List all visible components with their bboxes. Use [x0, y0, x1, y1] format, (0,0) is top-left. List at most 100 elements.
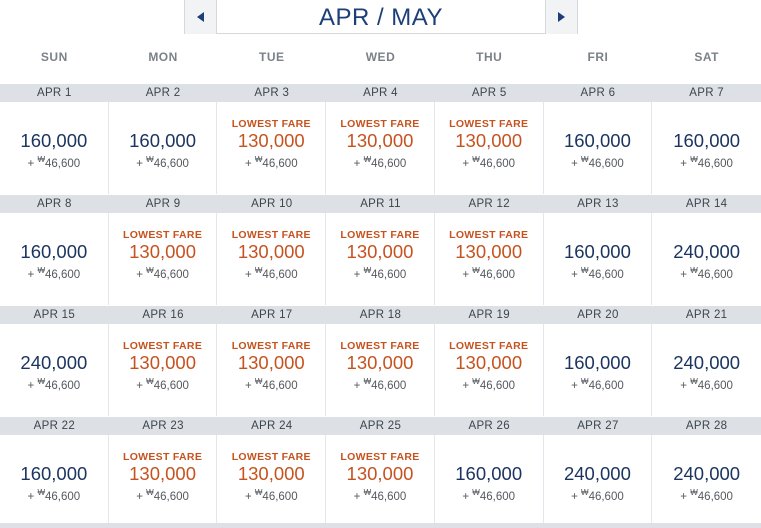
- tax-prefix: +: [680, 379, 691, 392]
- fare-price: 130,000: [237, 130, 305, 151]
- tax-amount: 46,600: [479, 490, 516, 503]
- date-label: APR 4: [363, 87, 398, 99]
- fare-cell[interactable]: LOWEST FARE 130,000 + ₩46,600: [434, 102, 544, 194]
- fare-tax: + ₩46,600: [652, 155, 761, 170]
- fare-price: 160,000: [563, 352, 631, 373]
- date-label: APR 10: [251, 198, 293, 210]
- fare-tax: + ₩46,600: [217, 155, 325, 170]
- weekday-label: FRI: [587, 50, 609, 64]
- fare-tax: + ₩46,600: [0, 155, 108, 170]
- fare-price: 130,000: [346, 130, 414, 151]
- fare-cell[interactable]: LOWEST FARE 130,000 + ₩46,600: [326, 324, 435, 416]
- currency-symbol: ₩: [363, 155, 372, 164]
- fare-cell[interactable]: 240,000 + ₩46,600: [543, 435, 653, 527]
- fare-tax: + ₩46,600: [109, 155, 217, 170]
- lowest-fare-badge: LOWEST FARE: [231, 451, 311, 463]
- fare-tax: + ₩46,600: [326, 155, 434, 170]
- calendar-week: APR 1 APR 2 APR 3 APR 4 APR 5 APR 6 APR 7 160,0…: [0, 84, 761, 195]
- date-label: APR 15: [33, 309, 76, 321]
- fare-cell[interactable]: 160,000 + ₩46,600: [0, 213, 109, 305]
- fare-price: 240,000: [673, 463, 741, 484]
- lowest-fare-badge: LOWEST FARE: [449, 340, 529, 352]
- fare-row: 160,000 + ₩46,600 LOWEST FARE 130,000 + ₩46,…: [0, 435, 761, 528]
- tax-amount: 46,600: [479, 379, 516, 392]
- fare-price: 160,000: [673, 130, 741, 151]
- tax-amount: 46,600: [697, 268, 733, 281]
- fare-cell[interactable]: 240,000 + ₩46,600: [0, 324, 109, 416]
- fare-price: 240,000: [673, 241, 741, 262]
- fare-tax: + ₩46,600: [544, 488, 652, 503]
- date-label: APR 2: [145, 87, 181, 99]
- date-label: APR 23: [142, 420, 184, 432]
- tax-prefix: +: [353, 379, 364, 392]
- prev-month-button[interactable]: [185, 0, 217, 34]
- lowest-fare-badge: LOWEST FARE: [122, 451, 203, 463]
- currency-symbol: ₩: [581, 155, 589, 164]
- fare-tax: + ₩46,600: [326, 488, 434, 503]
- fare-cell[interactable]: 160,000 + ₩46,600: [543, 213, 653, 305]
- date-label: APR 16: [142, 309, 184, 321]
- tax-prefix: +: [680, 268, 691, 281]
- tax-amount: 46,600: [479, 268, 516, 281]
- weekday-label: MON: [148, 50, 178, 64]
- next-month-button[interactable]: [545, 0, 577, 34]
- currency-symbol: ₩: [581, 377, 589, 386]
- fare-cell[interactable]: LOWEST FARE 130,000 + ₩46,600: [434, 213, 544, 305]
- fare-tax: + ₩46,600: [326, 377, 434, 392]
- fare-tax: + ₩46,600: [435, 266, 543, 281]
- month-title: APR / MAY: [318, 4, 444, 31]
- fare-cell[interactable]: LOWEST FARE 130,000 + ₩46,600: [434, 324, 544, 416]
- weekday-header: SUN MON TUE WED THU FRI SAT: [0, 36, 761, 84]
- tax-amount: 46,600: [262, 157, 298, 170]
- tax-amount: 46,600: [262, 268, 298, 281]
- fare-cell[interactable]: LOWEST FARE 130,000 + ₩46,600: [108, 435, 218, 527]
- fare-cell[interactable]: 240,000 + ₩46,600: [652, 435, 761, 527]
- tax-prefix: +: [462, 157, 473, 170]
- fare-cell[interactable]: 160,000 + ₩46,600: [108, 102, 218, 194]
- tax-amount: 46,600: [153, 268, 189, 281]
- date-label: APR 8: [36, 198, 72, 210]
- fare-cell[interactable]: 240,000 + ₩46,600: [652, 213, 761, 305]
- fare-price: 130,000: [237, 463, 305, 484]
- date-label: APR 25: [359, 420, 402, 432]
- lowest-fare-badge: LOWEST FARE: [449, 118, 529, 130]
- tax-amount: 46,600: [153, 379, 189, 392]
- fare-cell[interactable]: LOWEST FARE 130,000 + ₩46,600: [217, 213, 327, 305]
- fare-cell[interactable]: LOWEST FARE 130,000 + ₩46,600: [217, 324, 327, 416]
- tax-amount: 46,600: [588, 379, 624, 392]
- fare-cell[interactable]: LOWEST FARE 130,000 + ₩46,600: [108, 324, 218, 416]
- tax-prefix: +: [27, 268, 38, 281]
- fare-cell[interactable]: 160,000 + ₩46,600: [543, 102, 653, 194]
- currency-symbol: ₩: [254, 377, 263, 386]
- tax-prefix: +: [571, 490, 581, 503]
- tax-prefix: +: [244, 157, 255, 170]
- fare-cell[interactable]: LOWEST FARE 130,000 + ₩46,600: [326, 435, 435, 527]
- tax-amount: 46,600: [371, 268, 407, 281]
- fare-cell[interactable]: LOWEST FARE 130,000 + ₩46,600: [326, 102, 435, 194]
- tax-prefix: +: [353, 268, 364, 281]
- fare-cell[interactable]: 160,000 + ₩46,600: [652, 102, 761, 194]
- date-label: APR 27: [577, 420, 619, 432]
- currency-symbol: ₩: [690, 155, 698, 164]
- fare-cell[interactable]: 160,000 + ₩46,600: [0, 435, 109, 527]
- fare-cell[interactable]: LOWEST FARE 130,000 + ₩46,600: [217, 102, 327, 194]
- fare-cell[interactable]: LOWEST FARE 130,000 + ₩46,600: [326, 213, 435, 305]
- calendar-bottom-divider: [0, 523, 761, 528]
- date-header-row: APR 1 APR 2 APR 3 APR 4 APR 5 APR 6 APR 7: [0, 84, 761, 102]
- fare-cell[interactable]: LOWEST FARE 130,000 + ₩46,600: [217, 435, 327, 527]
- date-label: APR 9: [145, 198, 181, 210]
- tax-prefix: +: [571, 379, 581, 392]
- tax-amount: 46,600: [153, 157, 189, 170]
- tax-amount: 46,600: [588, 268, 624, 281]
- fare-tax: + ₩46,600: [326, 266, 434, 281]
- fare-cell[interactable]: LOWEST FARE 130,000 + ₩46,600: [108, 213, 218, 305]
- fare-cell[interactable]: 160,000 + ₩46,600: [543, 324, 653, 416]
- tax-amount: 46,600: [371, 157, 407, 170]
- calendar-week: APR 15 APR 16 APR 17 APR 18 APR 19 APR 20 APR …: [0, 306, 761, 417]
- fare-cell[interactable]: 160,000 + ₩46,600: [0, 102, 109, 194]
- weekday-label: SUN: [40, 50, 68, 64]
- lowest-fare-badge: LOWEST FARE: [340, 340, 420, 352]
- currency-symbol: ₩: [254, 488, 263, 497]
- fare-cell[interactable]: 240,000 + ₩46,600: [652, 324, 761, 416]
- fare-cell[interactable]: 160,000 + ₩46,600: [434, 435, 544, 527]
